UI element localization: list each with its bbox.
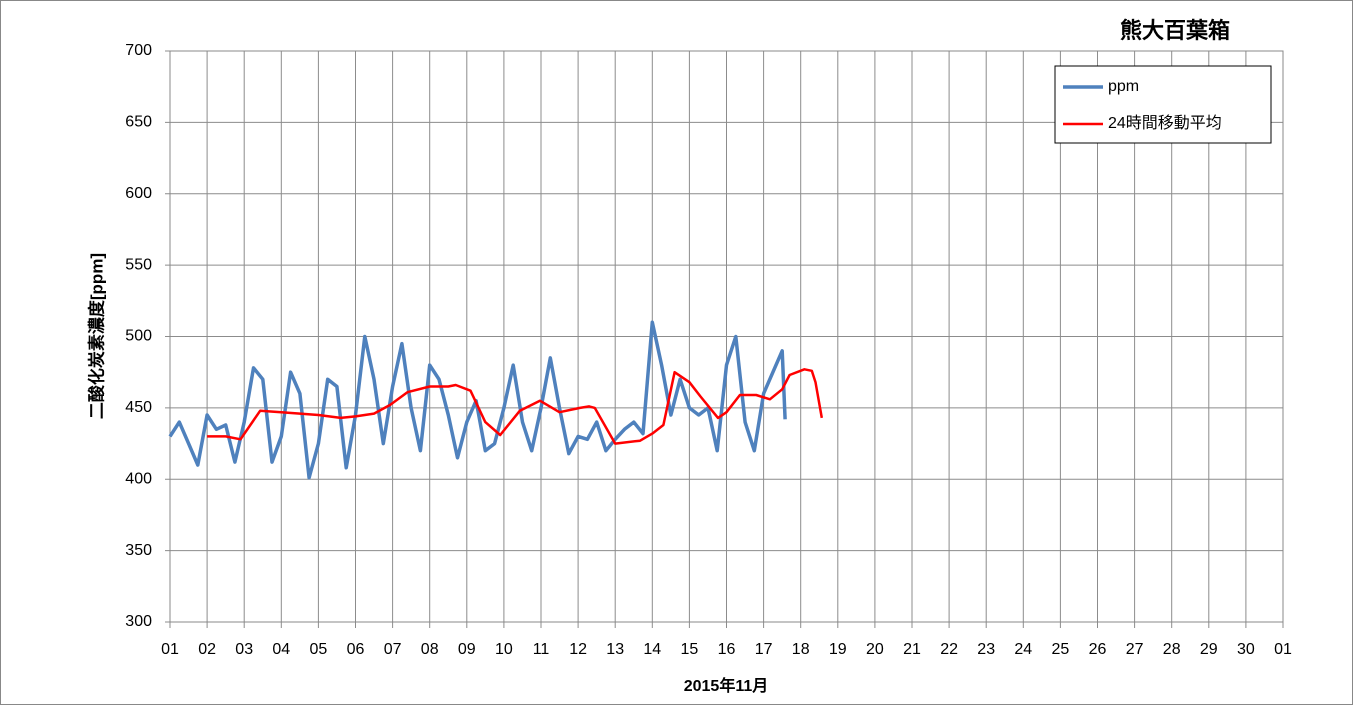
y-tick-label: 600 <box>125 185 152 202</box>
legend-label: ppm <box>1108 78 1139 95</box>
plot-frame <box>169 50 1284 623</box>
x-tick-label: 22 <box>940 641 958 658</box>
x-tick-label: 29 <box>1200 641 1218 658</box>
x-tick-label: 08 <box>421 641 439 658</box>
legend-label: 24時間移動平均 <box>1108 114 1222 132</box>
x-tick-label: 07 <box>384 641 402 658</box>
x-tick-label: 10 <box>495 641 513 658</box>
x-tick-label: 12 <box>569 641 587 658</box>
x-tick-label: 01 <box>1274 641 1292 658</box>
x-tick-label: 11 <box>533 641 550 658</box>
x-tick-label: 05 <box>310 641 328 658</box>
x-axis-label: 2015年11月 <box>684 676 769 695</box>
y-tick-label: 500 <box>125 328 152 345</box>
x-tick-label: 13 <box>606 641 624 658</box>
y-axis-label: 二酸化炭素濃度[ppm] <box>86 253 106 419</box>
x-tick-label: 02 <box>198 641 216 658</box>
y-tick-label: 350 <box>125 542 152 559</box>
data-line <box>207 368 824 445</box>
y-tick-label: 400 <box>125 470 152 487</box>
x-tick-label: 27 <box>1126 641 1144 658</box>
x-tick-label: 01 <box>161 641 179 658</box>
y-tick-label: 650 <box>125 114 152 131</box>
x-tick-label: 26 <box>1089 641 1107 658</box>
x-tick-label: 28 <box>1163 641 1181 658</box>
x-tick-label: 25 <box>1052 641 1070 658</box>
x-tick-label: 21 <box>903 641 921 658</box>
x-tick-label: 19 <box>829 641 847 658</box>
data-line <box>168 320 787 480</box>
x-tick-label: 23 <box>977 641 995 658</box>
x-tick-label: 04 <box>272 641 290 658</box>
x-tick-label: 15 <box>681 641 699 658</box>
legend-box <box>1054 65 1272 144</box>
x-tick-label: 17 <box>755 641 773 658</box>
x-tick-label: 03 <box>235 641 253 658</box>
y-tick-label: 450 <box>125 399 152 416</box>
y-tick-label: 550 <box>125 256 152 273</box>
x-tick-label: 30 <box>1237 641 1255 658</box>
chart-title: 熊大百葉箱 <box>1120 18 1230 43</box>
x-tick-label: 20 <box>866 641 884 658</box>
x-tick-label: 16 <box>718 641 736 658</box>
x-tick-label: 18 <box>792 641 810 658</box>
x-tick-label: 24 <box>1014 641 1032 658</box>
y-tick-label: 700 <box>125 42 152 59</box>
y-tick-label: 300 <box>125 613 152 630</box>
x-tick-label: 09 <box>458 641 476 658</box>
x-tick-label: 14 <box>643 641 661 658</box>
x-tick-label: 06 <box>347 641 365 658</box>
